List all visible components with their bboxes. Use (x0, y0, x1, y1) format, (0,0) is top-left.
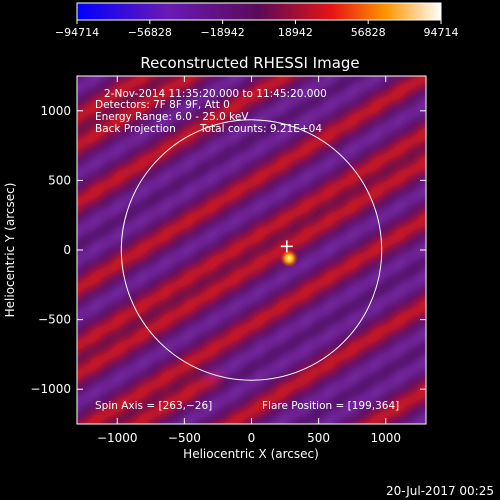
x-tick-label: 500 (307, 431, 330, 445)
x-tick-label: −500 (168, 431, 201, 445)
solar-disk-outline (120, 119, 383, 381)
annotation-detectors: Detectors: 7F 8F 9F, Att 0 (95, 99, 230, 111)
y-tick-label: 1000 (40, 104, 71, 118)
y-axis-label: Heliocentric Y (arcsec) (3, 183, 17, 318)
colorbar-tick-label: 56828 (351, 26, 386, 39)
y-axis-ticks: −1000 −500 0 500 1000 (30, 104, 426, 396)
x-axis-ticks: −1000 −500 0 500 1000 (97, 76, 401, 445)
chart-title: Reconstructed RHESSI Image (140, 54, 359, 72)
footer-date: 20-Jul-2017 00:25 (386, 484, 494, 498)
annotation-spin-axis: Spin Axis = [263,−26] (95, 400, 212, 412)
heatmap-image (77, 76, 426, 424)
annotation-energy-range: Energy Range: 6.0 - 25.0 keV (95, 111, 249, 123)
y-tick-label: −1000 (30, 382, 71, 396)
colorbar-ticks: −94714 −56828 −18942 18942 56828 94714 (55, 20, 459, 39)
x-axis-label: Heliocentric X (arcsec) (183, 447, 319, 461)
peak-source (280, 249, 299, 268)
flare-cross-marker (280, 240, 293, 253)
colorbar (76, 2, 442, 21)
y-tick-label: 500 (48, 173, 71, 187)
x-tick-label: 1000 (370, 431, 401, 445)
x-tick-label: −1000 (97, 431, 138, 445)
x-tick-label: 0 (248, 431, 256, 445)
annotation-time-range: 2-Nov-2014 11:35:20.000 to 11:45:20.000 (104, 88, 327, 100)
colorbar-tick-label: −94714 (55, 26, 99, 39)
y-tick-label: 0 (63, 243, 71, 257)
colorbar-tick-label: −56828 (128, 26, 172, 39)
y-tick-label: −500 (38, 313, 71, 327)
annotation-total-counts: Total counts: 9.21E+04 (199, 123, 322, 135)
annotation-flare-position: Flare Position = [199,364] (262, 400, 399, 412)
colorbar-tick-label: −18942 (200, 26, 244, 39)
annotation-method: Back Projection (95, 123, 176, 135)
colorbar-tick-label: 18942 (278, 26, 313, 39)
colorbar-tick-label: 94714 (424, 26, 459, 39)
